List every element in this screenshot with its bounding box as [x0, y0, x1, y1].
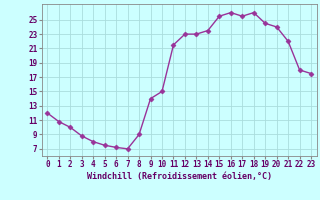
X-axis label: Windchill (Refroidissement éolien,°C): Windchill (Refroidissement éolien,°C) [87, 172, 272, 181]
